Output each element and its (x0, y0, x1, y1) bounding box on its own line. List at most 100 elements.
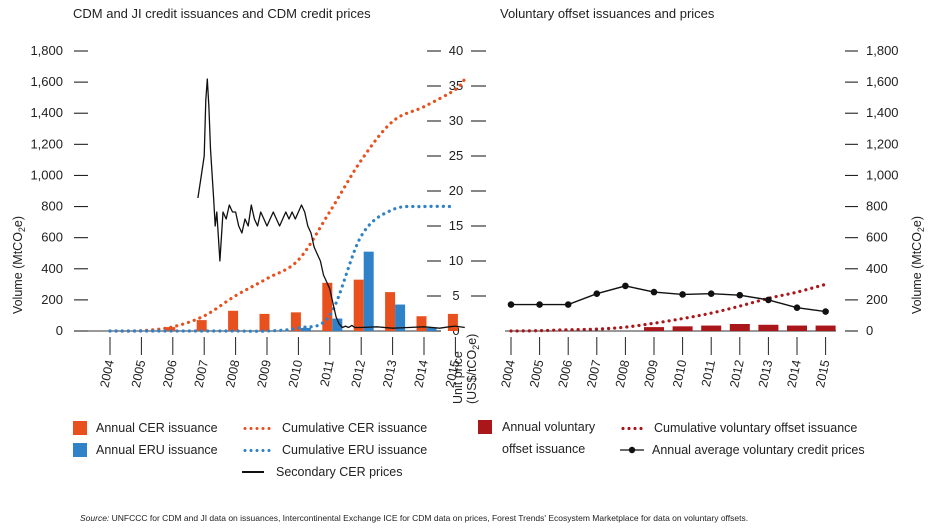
right-x-tick-label: 2012 (727, 359, 746, 389)
left-y-tick-label: 0 (56, 323, 63, 338)
voluntary-bar (758, 324, 779, 331)
left-y-tick-label: 600 (41, 230, 63, 245)
left-x-tick-label: 2008 (223, 359, 242, 389)
cer-price-swatch (242, 471, 264, 473)
right-y-tick-label: 1,800 (866, 43, 899, 58)
right-y-tick-label: 1,600 (866, 74, 899, 89)
right-chart: 0 200 400 600 800 1,000 1,200 1,400 1,600 1,800 20… (498, 43, 898, 389)
left-x-tick-label: 2006 (160, 359, 179, 389)
right-y-tick-label: 0 (866, 323, 873, 338)
price-y-tick-label: 10 (449, 253, 463, 268)
cer-bar (228, 310, 239, 331)
left-y-tick-label: 1,400 (30, 105, 63, 120)
right-y-tick-label: 200 (866, 292, 888, 307)
right-y-tick-label: 1,400 (866, 105, 899, 120)
eru-bar (363, 251, 374, 331)
left-x-tick-label: 2007 (192, 359, 211, 389)
eru-bar (332, 318, 343, 331)
price-axis-label: Unit price(US$/tCO2e) (451, 334, 481, 404)
voluntary-price-point (650, 288, 658, 296)
voluntary-price-point (736, 291, 744, 299)
cer-bar (290, 312, 301, 331)
voluntary-price-point (536, 301, 543, 308)
left-chart-title: CDM and JI credit issuances and CDM cred… (73, 6, 371, 21)
left-x-tick-label: 2005 (129, 359, 148, 389)
voluntary-price-point (564, 301, 572, 308)
legend-label-line2: offset issuance (502, 442, 586, 456)
cer-price-line (197, 78, 465, 329)
legend-item-cer-bar: Annual CER issuance (73, 420, 218, 436)
left-x-tick-label: 2004 (97, 359, 116, 389)
eru-bar (426, 327, 437, 331)
legend-item-eru-bar: Annual ERU issuance (73, 442, 218, 458)
right-y-tick-label: 600 (866, 230, 888, 245)
voluntary-price-line (511, 285, 826, 313)
right-x-tick-label: 2011 (699, 359, 718, 388)
right-x-tick-label: 2013 (756, 359, 775, 389)
right-y-tick-label: 1,000 (866, 167, 899, 182)
left-chart: 02004006008001,0001,2001,4001,6001,80005… (30, 43, 486, 389)
voluntary-cumulative-swatch (620, 426, 644, 430)
price-y-tick-label: 5 (452, 288, 459, 303)
legend-item-cer-cumulative: Cumulative CER issuance (242, 420, 427, 436)
price-y-tick-label: 35 (449, 78, 463, 93)
cer-bar (322, 282, 333, 331)
left-x-tick-label: 2011 (317, 359, 336, 388)
cer-cumulative-line (108, 77, 467, 333)
legend-label: Secondary CER prices (276, 465, 403, 479)
legend-item-voluntary-price: Annual average voluntary credit prices (620, 442, 865, 458)
left-y-axis-label: Volume (MtCO2e) (11, 216, 27, 314)
source-note: Source: UNFCCC for CDM and JI data on is… (80, 513, 748, 523)
cer-bar-swatch (73, 421, 87, 435)
right-x-tick-label: 2008 (613, 359, 632, 389)
legend-item-cer-price: Secondary CER prices (242, 464, 402, 480)
left-x-tick-label: 2013 (380, 359, 399, 389)
left-y-tick-label: 200 (41, 292, 63, 307)
right-x-tick-label: 2006 (556, 359, 575, 389)
cer-bar (259, 313, 270, 331)
voluntary-bar-swatch (478, 420, 492, 434)
price-y-tick-label: 40 (449, 43, 463, 58)
voluntary-bar (787, 325, 807, 331)
legend-label: Cumulative voluntary offset issuance (654, 421, 858, 435)
voluntary-price-swatch (620, 446, 644, 454)
price-y-tick-label: 25 (449, 148, 463, 163)
legend-label: Annual ERU issuance (96, 443, 218, 457)
voluntary-bar (644, 327, 664, 331)
voluntary-price-point (765, 296, 772, 304)
legend-label: Annual CER issuance (96, 421, 218, 435)
source-text: UNFCCC for CDM and JI data on issuances,… (109, 513, 749, 523)
cer-cumulative-swatch (242, 426, 272, 430)
voluntary-price-point (822, 308, 829, 315)
left-x-tick-label: 2010 (286, 359, 305, 389)
left-y-tick-label: 1,200 (30, 136, 63, 151)
voluntary-price-point (622, 282, 629, 290)
legend-item-voluntary-cumulative: Cumulative voluntary offset issuance (620, 420, 857, 436)
right-x-tick-label: 2010 (670, 359, 689, 389)
left-y-tick-label: 800 (41, 199, 63, 214)
eru-cumulative-line (108, 204, 457, 333)
legend-label-line1: Annual voluntary (502, 420, 596, 434)
cer-bar (353, 279, 364, 331)
cer-bar (196, 320, 207, 331)
right-x-tick-label: 2007 (584, 359, 603, 389)
eru-bar (300, 327, 311, 331)
legend-label: Cumulative ERU issuance (282, 443, 428, 457)
right-x-tick-label: 2015 (813, 359, 832, 389)
right-x-tick-label: 2009 (641, 359, 660, 389)
voluntary-price-point (793, 304, 801, 311)
price-y-tick-label: 30 (449, 113, 463, 128)
voluntary-bar (672, 326, 693, 331)
eru-bar-swatch (73, 443, 87, 457)
legend-item-eru-cumulative: Cumulative ERU issuance (242, 442, 427, 458)
voluntary-bar (729, 324, 750, 331)
source-label: Source: (80, 513, 110, 523)
right-y-tick-label: 1,200 (866, 136, 899, 151)
cer-bar (165, 327, 176, 331)
right-x-tick-label: 2004 (498, 359, 517, 389)
eru-bar (395, 304, 406, 331)
right-y-axis-label: Volume (MtCO2e) (910, 216, 926, 314)
left-y-tick-label: 1,800 (30, 43, 63, 58)
right-x-tick-label: 2005 (527, 359, 546, 389)
voluntary-price-point (507, 301, 515, 308)
